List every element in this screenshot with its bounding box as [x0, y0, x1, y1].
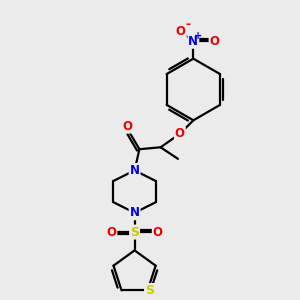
Text: S: S [145, 284, 154, 297]
Text: O: O [175, 127, 185, 140]
Text: N: N [130, 164, 140, 177]
Text: N: N [188, 35, 198, 48]
Text: -: - [185, 18, 190, 32]
Text: N: N [130, 206, 140, 219]
Text: +: + [194, 31, 202, 40]
Text: S: S [130, 226, 139, 238]
Text: O: O [106, 226, 116, 238]
Text: O: O [209, 35, 220, 48]
Text: O: O [123, 120, 133, 133]
Text: O: O [176, 25, 186, 38]
Text: O: O [153, 226, 163, 238]
